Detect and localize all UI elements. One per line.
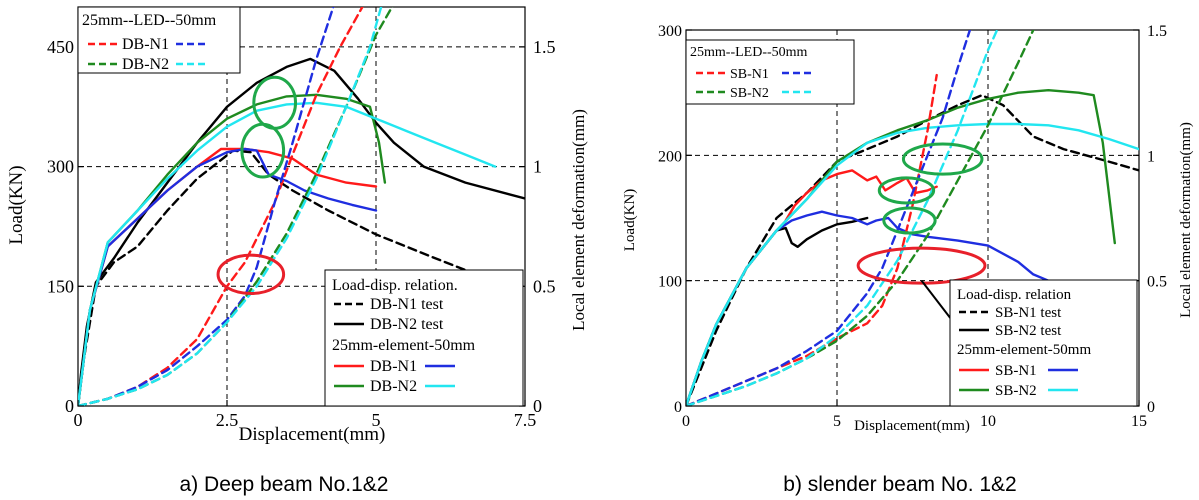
y2-tick-label: 0.5 xyxy=(1147,274,1167,291)
y-tick-label: 100 xyxy=(658,274,682,291)
y-tick-label: 300 xyxy=(47,157,74,177)
y-axis-label-a: Load(KN) xyxy=(6,165,27,244)
plot-frame-a xyxy=(77,6,526,407)
y-tick-label: 0 xyxy=(674,399,682,416)
legend-top-title-b: 25mm--LED--50mm xyxy=(690,45,808,60)
x-tick-label: 15 xyxy=(1131,413,1147,430)
highlight-ellipse xyxy=(901,142,984,176)
legend-bottom-b: Load-disp. relation SB-N1 test SB-N2 tes… xyxy=(949,279,1138,407)
legend-entry-db-n1-test: DB-N1 test xyxy=(370,296,444,313)
legend-top-title-a: 25mm--LED--50mm xyxy=(82,12,217,29)
series-line-sb-n2-cyan-deformation xyxy=(686,30,999,406)
legend-top-a: 25mm--LED--50mm DB-N1 DB-N2 xyxy=(77,6,241,74)
x-tick-label: 5 xyxy=(833,413,841,430)
legend-entry-sb-n2-test: SB-N2 test xyxy=(995,323,1062,339)
x-axis-label-a: Displacement(mm) xyxy=(239,424,386,445)
highlight-ellipse xyxy=(240,122,286,179)
legend-bottom-a: Load-disp. relation. DB-N1 test DB-N2 te… xyxy=(324,269,524,407)
plot-frame-b xyxy=(685,29,1140,407)
y-axis-label-b: Load(KN) xyxy=(622,189,638,251)
y2-tick-label: 1.5 xyxy=(533,37,556,57)
y2-tick-label: 0.5 xyxy=(533,276,556,296)
series-line-db-n2-cyan-deformation xyxy=(78,7,383,406)
y-tick-label: 0 xyxy=(65,396,74,416)
x-tick-label: 0 xyxy=(74,410,83,430)
highlight-ellipse xyxy=(216,253,286,295)
series-group-b xyxy=(686,30,1139,406)
legend-bottom-box-a xyxy=(324,269,524,407)
series-group-a xyxy=(78,7,525,406)
series-line-sb-n2-green-deformation xyxy=(686,30,1035,406)
series-line-db-n1-blue-load xyxy=(78,147,378,406)
legend-bottom-title1-a: Load-disp. relation. xyxy=(332,277,458,294)
legend-entry-db-n2: DB-N2 xyxy=(122,56,169,73)
highlight-ellipse xyxy=(877,176,936,205)
y-tick-label: 200 xyxy=(658,148,682,165)
y-tick-label: 150 xyxy=(47,276,74,296)
legend-top-box-a xyxy=(77,6,241,74)
x-tick-label: 10 xyxy=(980,413,996,430)
y2-axis-label-a: Local element deformation(mm) xyxy=(569,109,588,331)
legend-bottom-title1-b: Load-disp. relation xyxy=(957,287,1072,303)
x-tick-label: 0 xyxy=(682,413,690,430)
series-line-sb-n1-test-black-load xyxy=(686,93,1139,406)
legend-entry-fe-db-n2: DB-N2 xyxy=(370,378,417,395)
series-line-sb-n1-blue-deformation xyxy=(686,30,972,406)
y2-tick-label: 0 xyxy=(533,396,542,416)
series-line-db-n1-red-deformation xyxy=(78,7,364,406)
annotations-a xyxy=(216,75,298,295)
legend-entry-fe-db-n1: DB-N1 xyxy=(370,358,417,375)
y2-tick-label: 0 xyxy=(1147,399,1155,416)
legend-entry-sb-n1-test: SB-N1 test xyxy=(995,305,1062,321)
y2-axis-label-b: Local element deformation(mm) xyxy=(1178,122,1194,318)
series-line-sb-n2-cyan-load xyxy=(686,122,1139,406)
series-line-db-n1-blue-deformation xyxy=(78,7,335,406)
grid-b xyxy=(686,30,1139,406)
legend-bottom-title2-a: 25mm-element-50mm xyxy=(332,337,476,354)
legend-entry-db-n1: DB-N1 xyxy=(122,36,169,53)
series-line-sb-n2-test-black-load xyxy=(686,216,869,406)
y-tick-label: 450 xyxy=(47,37,74,57)
highlight-ellipse xyxy=(856,246,987,285)
series-line-db-n2-test-black-load xyxy=(78,57,525,406)
legend-bottom-box-b xyxy=(949,279,1138,407)
x-tick-label: 2.5 xyxy=(216,410,239,430)
y2-tick-label: 1 xyxy=(1147,148,1155,165)
caption-a: a) Deep beam No.1&2 xyxy=(180,473,389,496)
legend-entry-sb-n2: SB-N2 xyxy=(730,86,769,101)
highlight-ellipse xyxy=(882,206,937,235)
y2-tick-label: 1.5 xyxy=(1147,23,1167,40)
legend-bottom-title2-b: 25mm-element-50mm xyxy=(957,342,1091,358)
legend-entry-db-n2-test: DB-N2 test xyxy=(370,316,444,333)
x-tick-label: 5 xyxy=(372,410,381,430)
legend-entry-fe-sb-n1: SB-N1 xyxy=(995,363,1037,379)
x-tick-label: 7.5 xyxy=(514,410,537,430)
legend-entry-fe-sb-n2: SB-N2 xyxy=(995,383,1037,399)
x-axis-label-b: Displacement(mm) xyxy=(854,418,970,434)
legend-entry-sb-n1: SB-N1 xyxy=(730,67,769,82)
series-line-db-n2-cyan-load xyxy=(78,101,497,406)
legend-top-b: 25mm--LED--50mm SB-N1 SB-N2 xyxy=(685,39,855,105)
y2-tick-label: 1 xyxy=(533,157,542,177)
caption-b: b) slender beam No. 1&2 xyxy=(783,473,1016,496)
y-tick-label: 300 xyxy=(658,23,682,40)
